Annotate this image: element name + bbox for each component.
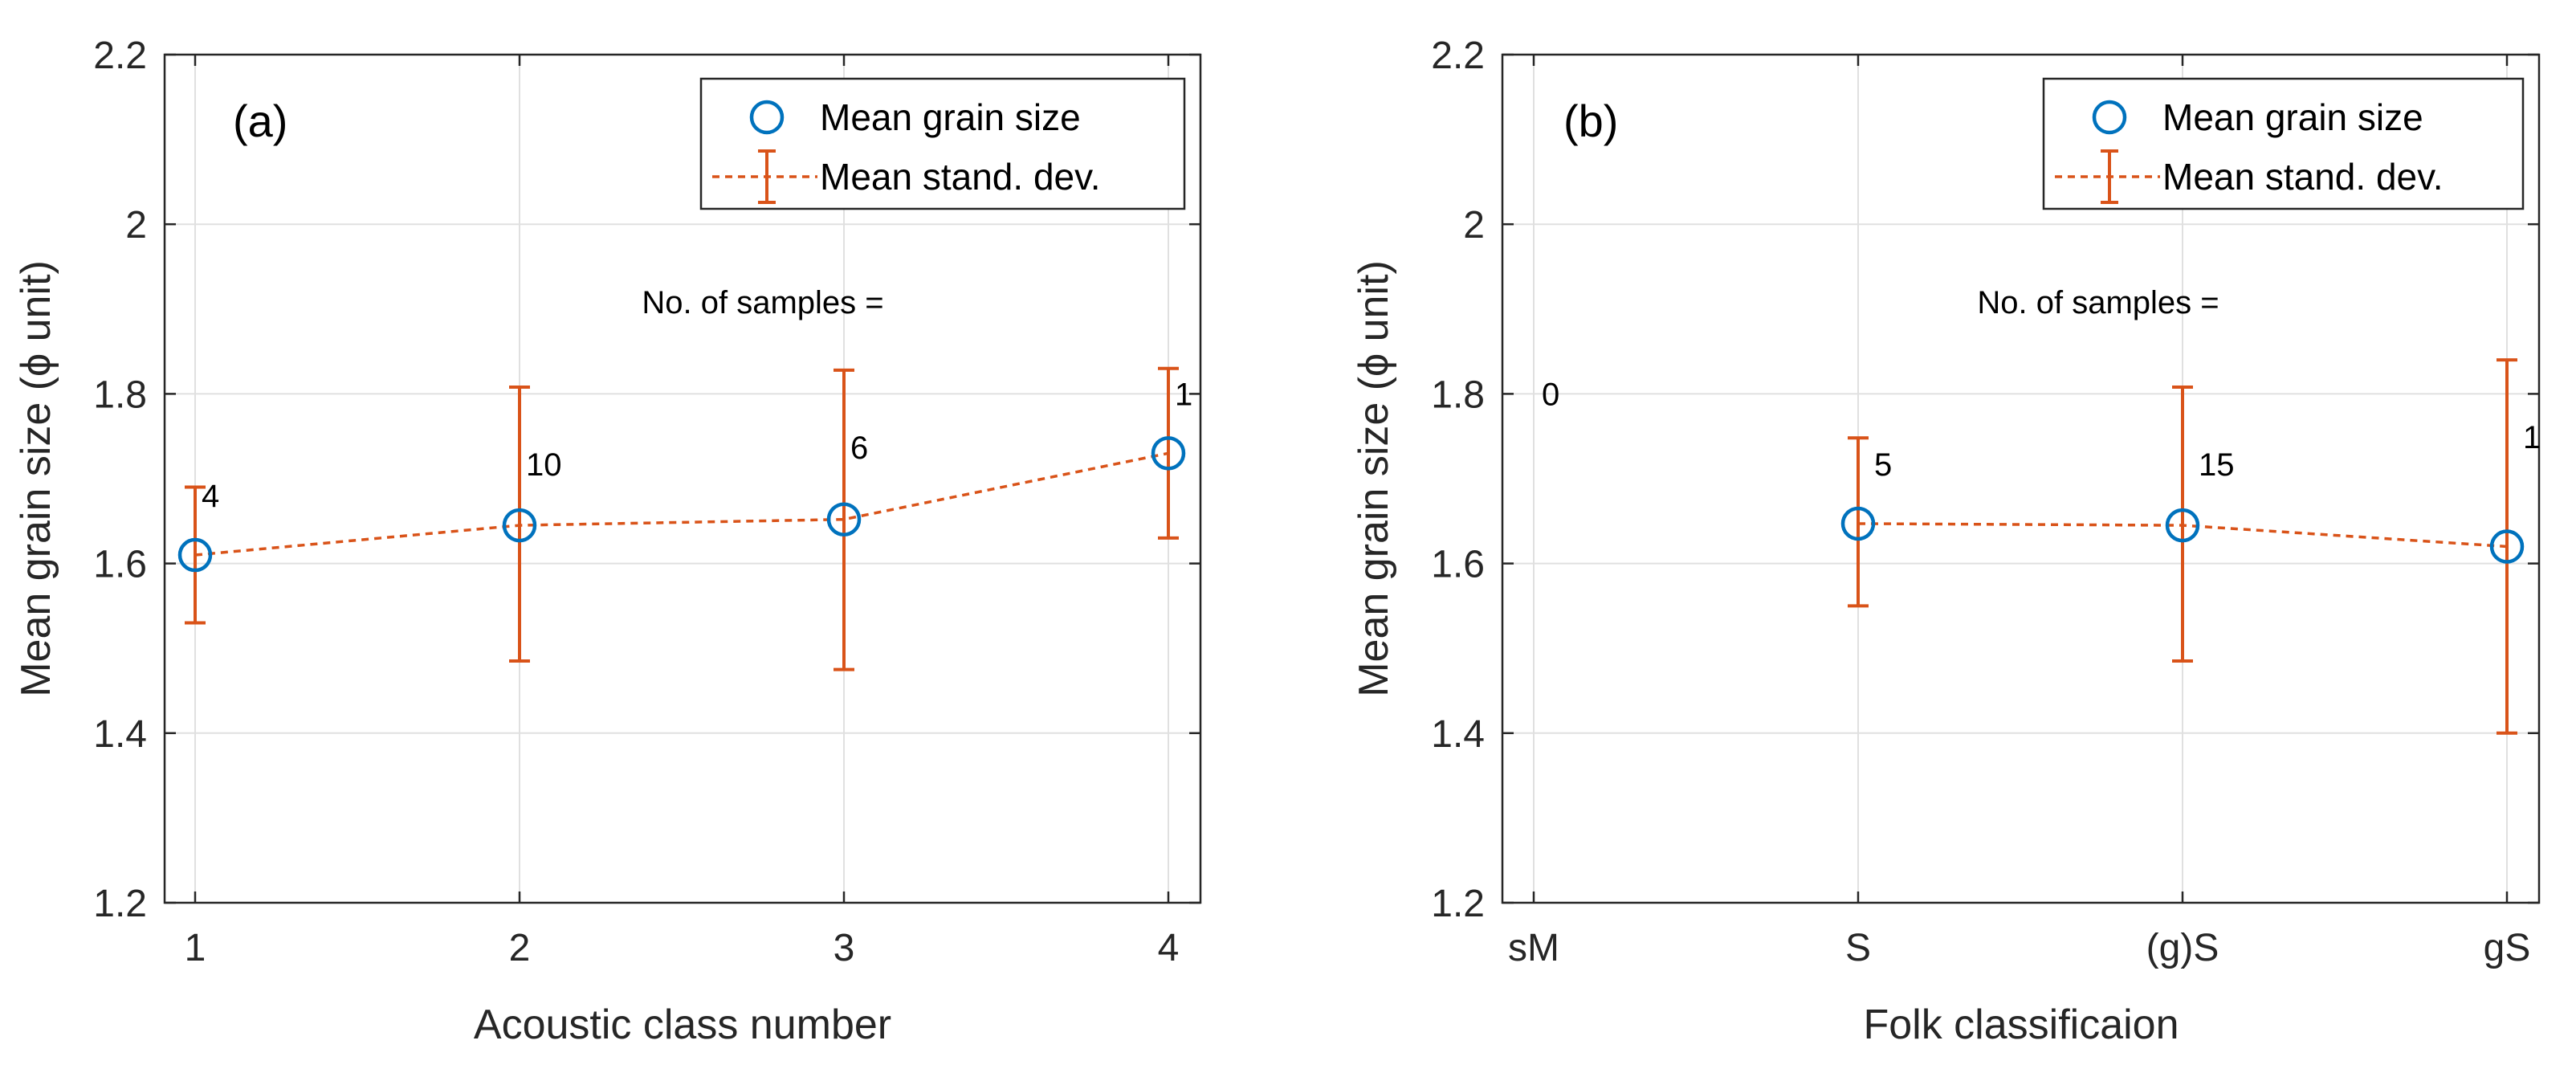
sample-count-label: 5 [1874,447,1892,483]
x-tick-label: 2 [509,927,531,969]
sample-count-label: 0 [1542,377,1559,412]
mean-marker [502,508,537,543]
legend-mean-marker [2092,100,2127,135]
x-tick-label: sM [1508,927,1559,969]
legend-box [2042,77,2525,210]
legend: Mean grain size Mean stand. dev. [699,77,1186,210]
y-tick-label: 2.2 [1431,35,1485,77]
sample-count-label: 15 [2199,447,2235,483]
error-bar [834,368,854,671]
chart-panel-a: 1.2 1.4 1.6 1.8 2 2.2 1 2 3 4 4 10 6 1 No. of samples … [13,35,1202,1048]
panel-label: (b) [1563,96,1618,146]
x-tick-label: 3 [834,927,855,969]
mean-marker [2489,529,2525,564]
legend-label-mean: Mean grain size [820,96,1081,138]
panel-label: (a) [233,96,287,146]
x-tick-label: (g)S [2146,927,2219,969]
x-tick-label: 1 [185,927,206,969]
x-axis-title: Folk classificaion [1863,1002,2179,1048]
y-tick-label: 1.8 [1431,373,1485,416]
mean-marker [2165,508,2200,543]
y-tick-label: 1.6 [1431,544,1485,586]
plot-frame [1501,53,2541,904]
y-tick-label: 1.2 [93,883,147,925]
samples-annotation: No. of samples = [642,285,883,320]
mean-marker [1840,506,1876,541]
legend-box [699,77,1186,210]
legend-mean-marker [749,100,785,135]
legend-label-mean: Mean grain size [2162,96,2423,138]
sample-count-label: 1 [2523,420,2541,455]
error-bar [509,385,530,663]
legend-label-std: Mean stand. dev. [2162,156,2443,198]
x-tick-label: S [1845,927,1871,969]
plot-frame [163,53,1202,904]
std-series-line [194,451,1169,557]
y-tick-label: 2 [125,204,147,247]
legend: Mean grain size Mean stand. dev. [2042,77,2525,210]
mean-marker [177,537,213,573]
y-axis-title: Mean grain size (ϕ unit) [1351,260,1397,697]
mean-marker [1151,436,1186,471]
error-bar [2497,358,2517,735]
error-bar [1848,436,1869,608]
samples-annotation: No. of samples = [1977,285,2219,320]
x-axis-title: Acoustic class number [474,1002,891,1048]
chart-panel-b: 1.2 1.4 1.6 1.8 2 2.2 sM S (g)S gS 0 5 15 1 No. of sam… [1351,35,2541,1048]
legend-label-std: Mean stand. dev. [820,156,1100,198]
y-tick-label: 1.2 [1431,883,1485,925]
sample-count-label: 10 [526,447,562,483]
error-bar [185,485,206,625]
sample-count-label: 6 [850,430,868,466]
error-bar [1158,366,1179,540]
y-tick-label: 1.6 [93,544,147,586]
y-tick-label: 1.4 [93,713,147,756]
x-tick-label: 4 [1158,927,1180,969]
sample-count-label: 1 [1175,377,1192,412]
y-tick-label: 2 [1463,204,1485,247]
y-tick-label: 1.4 [1431,713,1485,756]
mean-marker [826,502,862,537]
y-axis-title: Mean grain size (ϕ unit) [13,260,59,697]
error-bar [2172,385,2193,663]
x-tick-label: gS [2484,927,2531,969]
y-tick-label: 2.2 [93,35,147,77]
y-tick-label: 1.8 [93,373,147,416]
sample-count-label: 4 [202,479,219,514]
